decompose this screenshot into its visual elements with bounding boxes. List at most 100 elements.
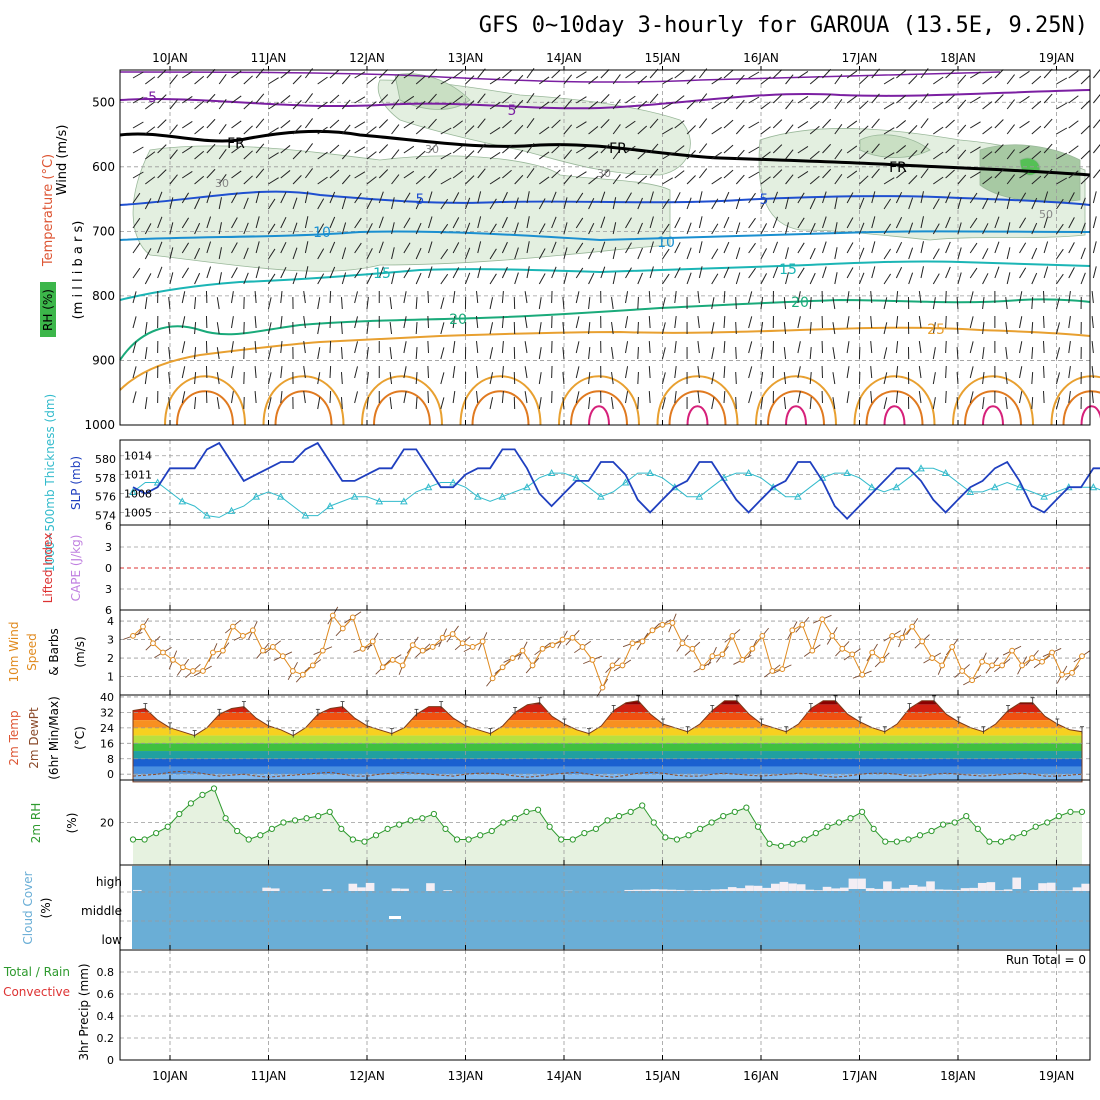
wind-barb	[612, 197, 617, 210]
high-cloud-bar	[891, 888, 901, 891]
wind-barb	[341, 247, 347, 260]
wind-barb	[637, 222, 643, 235]
wind-barb	[280, 241, 287, 254]
wind-barb	[303, 366, 306, 379]
thickness-marker	[1040, 492, 1048, 500]
wind-barb	[957, 197, 962, 210]
wind-barb	[389, 322, 393, 335]
rh-marker	[673, 836, 681, 843]
wind-barb	[625, 366, 629, 379]
wind-barb	[994, 169, 1004, 179]
wind-barb	[317, 347, 321, 360]
wind-speed-marker	[799, 621, 806, 628]
wind-barb	[403, 145, 415, 154]
wind-barb	[464, 247, 471, 260]
thickness-marker	[252, 492, 260, 500]
wind-barb	[883, 297, 888, 310]
wind-barb	[317, 151, 328, 160]
wind-barb	[428, 266, 433, 279]
wind-barb	[883, 223, 892, 235]
high-cloud-bar	[831, 888, 840, 891]
wind-barb	[489, 102, 501, 110]
wind-barb	[366, 223, 373, 235]
wind-barb	[317, 126, 328, 135]
precip-tick: 0.4	[97, 1010, 115, 1023]
wind-barb	[982, 397, 985, 410]
wind-barb	[452, 267, 460, 279]
wind-barb	[711, 273, 719, 285]
wind-barb	[132, 71, 144, 79]
wind-speed-marker	[719, 651, 726, 658]
date-label-top: 12JAN	[349, 51, 385, 65]
wind-barb	[735, 74, 745, 85]
wind-speed-marker	[839, 645, 846, 652]
wind-barb	[267, 372, 272, 385]
wind-barb	[157, 169, 167, 179]
wind-barb	[1031, 396, 1034, 410]
wind-barb	[735, 247, 741, 260]
rh-marker	[315, 813, 322, 820]
temp-tick: 0	[107, 768, 114, 781]
wind-speed-marker	[170, 656, 176, 663]
rh-shade-region	[132, 145, 671, 272]
thickness-marker	[498, 492, 507, 500]
thickness-marker	[523, 483, 531, 491]
wind-barb	[649, 168, 659, 179]
wind-barb	[304, 93, 313, 104]
wind-barb	[625, 192, 632, 204]
wind-barb	[403, 120, 415, 129]
wind-barb	[243, 272, 249, 285]
wind-barb	[920, 241, 924, 254]
wind-barb	[945, 266, 951, 279]
contour-label: 10	[657, 235, 675, 251]
precip-tick: 0	[107, 1054, 114, 1067]
wind-barb	[317, 248, 325, 260]
wind-barb	[526, 142, 535, 154]
wind-barb	[895, 391, 899, 404]
wind-barb	[1031, 125, 1042, 135]
thickness-marker	[449, 478, 457, 486]
wind-speed-marker	[1019, 662, 1025, 669]
rh-marker	[604, 817, 611, 824]
wind-barb	[267, 397, 272, 410]
rh-marker	[141, 836, 148, 843]
wind-barb	[871, 168, 880, 179]
wind-barb	[255, 191, 260, 204]
wind-barb	[748, 96, 760, 104]
wind-barb	[661, 397, 666, 410]
temperature-contour	[119, 89, 1091, 110]
wind-barb	[514, 174, 524, 185]
wind-barb	[292, 272, 298, 285]
date-label-top: 14JAN	[546, 51, 582, 65]
wind-speed-marker	[959, 668, 966, 674]
wind-barb	[649, 191, 654, 204]
wind-barb	[303, 391, 306, 404]
wind-barb	[280, 145, 291, 154]
wind-barb	[231, 120, 242, 129]
wind-barb	[551, 144, 561, 154]
wind-barb	[735, 371, 737, 385]
rh-marker	[129, 836, 137, 843]
high-cloud-bar	[960, 888, 970, 891]
wind-barb	[501, 391, 504, 404]
wind-barb	[772, 216, 779, 229]
wind-barb	[1005, 297, 1008, 310]
wind-barb	[933, 101, 944, 110]
wind-barb	[834, 272, 838, 285]
wind-barb	[846, 267, 854, 279]
wind-barb	[822, 68, 832, 79]
rh-marker	[210, 785, 218, 792]
wind-barb	[1019, 391, 1023, 404]
wind-barb	[1043, 266, 1049, 279]
wind-barb	[452, 242, 460, 254]
upper-rh-label: RH (%)	[41, 289, 55, 331]
wind-barb	[588, 397, 591, 410]
wind-barb	[883, 397, 888, 410]
wind-barb	[871, 216, 876, 229]
wind-speed-marker	[859, 671, 866, 678]
wind-speed-marker	[669, 620, 676, 626]
contour-30	[176, 390, 234, 426]
wind-speed-marker	[439, 634, 446, 641]
wind-barb	[686, 100, 696, 110]
